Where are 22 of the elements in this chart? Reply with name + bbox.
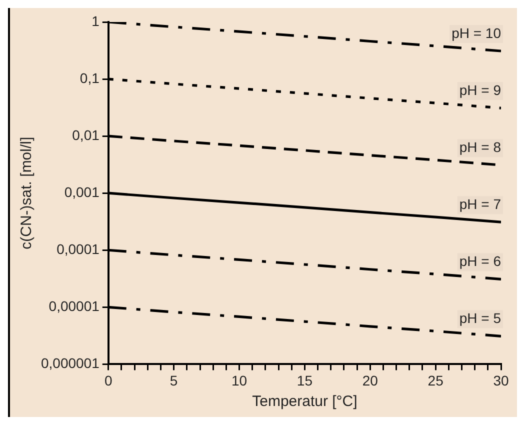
series-label: pH = 9 (459, 82, 502, 98)
series-label: pH = 10 (452, 24, 502, 41)
series-label: pH = 7 (459, 196, 502, 212)
x-tick-label: 10 (231, 372, 248, 388)
y-tick-label: 0,00001 (48, 298, 100, 314)
y-tick-label: 0,1 (80, 70, 100, 86)
series-label: pH = 8 (459, 138, 502, 155)
x-tick-label: 30 (493, 372, 509, 388)
y-tick-label: 0,0001 (56, 240, 100, 257)
y-tick-label: 1 (92, 12, 100, 29)
x-tick-label: 15 (296, 372, 313, 388)
x-axis-title: Temperatur [°C] (252, 393, 358, 410)
y-tick-label: 0,01 (72, 126, 100, 143)
series-label: pH = 5 (459, 310, 502, 326)
x-tick-label: 25 (428, 372, 444, 388)
x-tick-label: 5 (170, 372, 178, 388)
x-tick-label: 20 (362, 372, 378, 388)
y-axis-title: c(CN-)sat. [mol/l] (18, 136, 36, 250)
y-tick-label: 0,001 (64, 184, 100, 200)
x-tick-label: 0 (104, 372, 112, 388)
y-tick-label: 0,000001 (40, 355, 100, 372)
series-label: pH = 6 (459, 253, 502, 269)
